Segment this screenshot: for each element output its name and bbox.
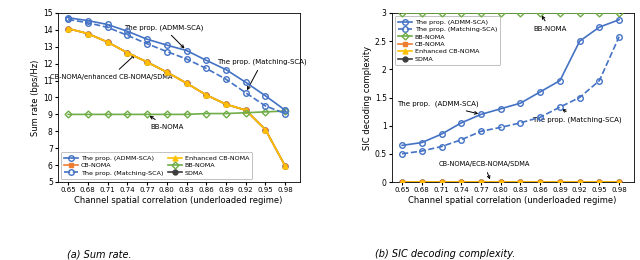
Text: The prop. (Matching-SCA): The prop. (Matching-SCA) [218,59,307,89]
Y-axis label: SIC decoding complexity: SIC decoding complexity [363,46,372,150]
X-axis label: Channel spatial correlation (underloaded regime): Channel spatial correlation (underloaded… [74,196,283,205]
Text: BB-NOMA: BB-NOMA [533,16,567,32]
Text: CB-NOMA/enhanced CB-NOMA/SDMA: CB-NOMA/enhanced CB-NOMA/SDMA [50,55,172,80]
Text: (b) SIC decoding complexity.: (b) SIC decoding complexity. [374,249,515,259]
Text: The prop.  (ADMM-SCA): The prop. (ADMM-SCA) [397,101,479,114]
Y-axis label: Sum rate (bps/Hz): Sum rate (bps/Hz) [31,59,40,136]
Text: The prop. (Matching-SCA): The prop. (Matching-SCA) [532,109,621,123]
Legend: The prop. (ADMM-SCA), The prop. (Matching-SCA), BB-NOMA, CB-NOMA, Enhanced CB-NO: The prop. (ADMM-SCA), The prop. (Matchin… [395,16,500,65]
Text: BB-NOMA: BB-NOMA [150,116,184,130]
Legend: The prop. (ADMM-SCA), CB-NOMA, The prop. (Matching-SCA), Enhanced CB-NOMA, BB-NO: The prop. (ADMM-SCA), CB-NOMA, The prop.… [61,152,252,179]
Text: The prop. (ADMM-SCA): The prop. (ADMM-SCA) [124,24,203,48]
Text: CB-NOMA/ECB-NOMA/SDMA: CB-NOMA/ECB-NOMA/SDMA [438,161,530,178]
Text: (a) Sum rate.: (a) Sum rate. [67,249,131,259]
X-axis label: Channel spatial correlation (underloaded regime): Channel spatial correlation (underloaded… [408,196,617,205]
